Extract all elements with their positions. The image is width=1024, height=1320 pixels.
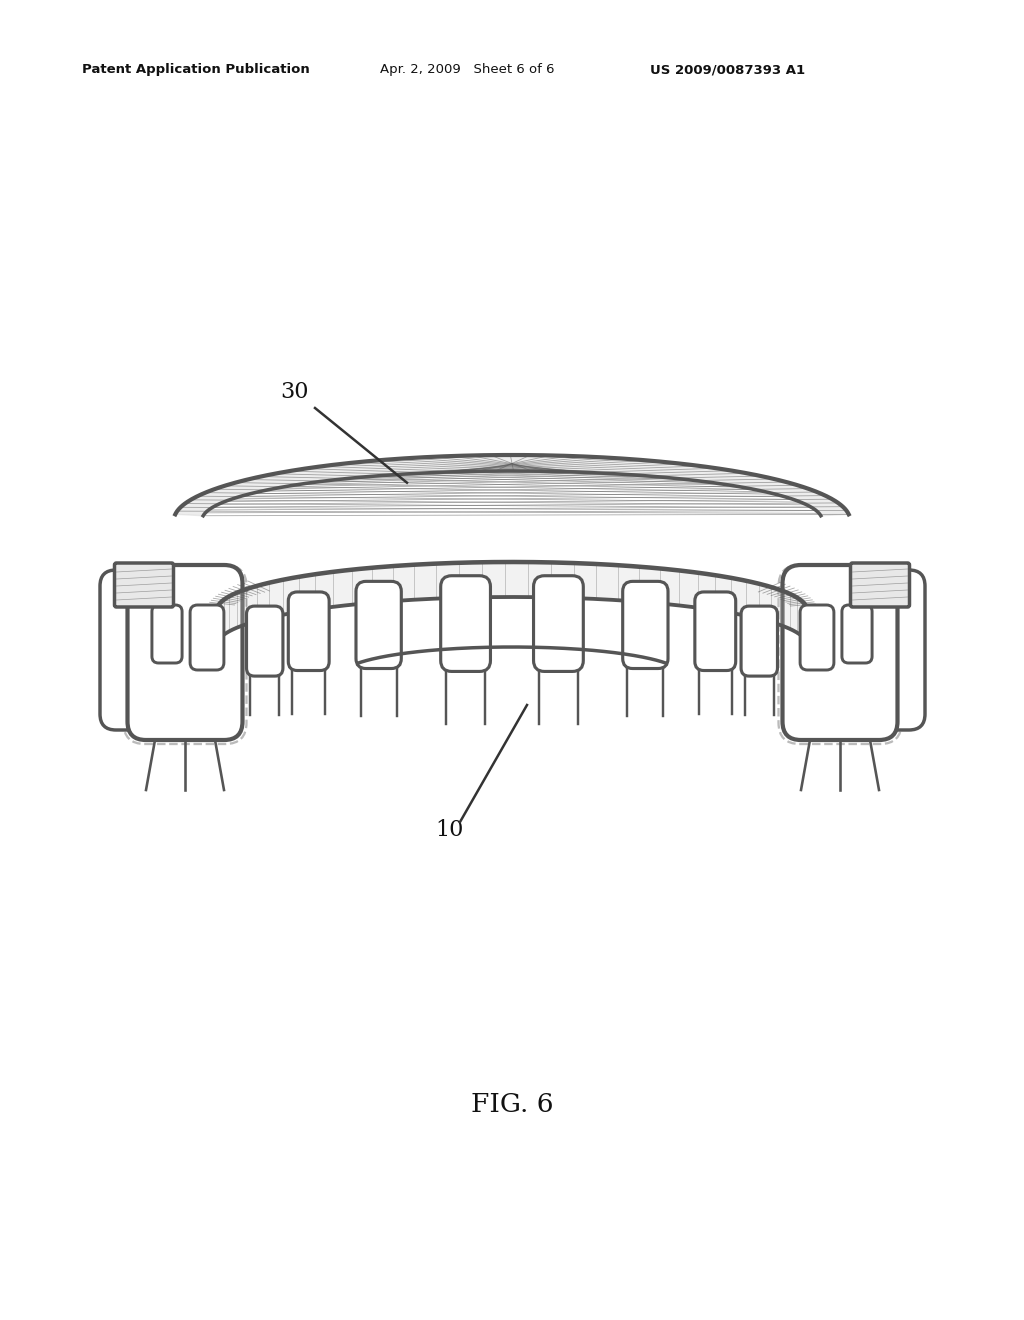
FancyBboxPatch shape (440, 576, 490, 672)
Text: 10: 10 (436, 818, 464, 841)
FancyBboxPatch shape (851, 564, 909, 607)
Text: Apr. 2, 2009   Sheet 6 of 6: Apr. 2, 2009 Sheet 6 of 6 (380, 63, 555, 77)
Text: Patent Application Publication: Patent Application Publication (82, 63, 309, 77)
Polygon shape (218, 562, 806, 640)
FancyBboxPatch shape (289, 591, 329, 671)
FancyBboxPatch shape (800, 605, 834, 671)
FancyBboxPatch shape (741, 606, 777, 676)
FancyBboxPatch shape (247, 606, 283, 676)
FancyBboxPatch shape (128, 565, 243, 741)
FancyBboxPatch shape (115, 564, 173, 607)
FancyBboxPatch shape (100, 570, 200, 730)
Text: 30: 30 (281, 381, 309, 403)
Text: FIG. 6: FIG. 6 (471, 1093, 553, 1118)
FancyBboxPatch shape (825, 570, 925, 730)
FancyBboxPatch shape (842, 605, 872, 663)
FancyBboxPatch shape (152, 605, 182, 663)
FancyBboxPatch shape (623, 581, 668, 668)
FancyBboxPatch shape (695, 591, 735, 671)
Text: US 2009/0087393 A1: US 2009/0087393 A1 (650, 63, 805, 77)
FancyBboxPatch shape (190, 605, 224, 671)
FancyBboxPatch shape (534, 576, 584, 672)
Polygon shape (175, 455, 849, 516)
FancyBboxPatch shape (782, 565, 897, 741)
FancyBboxPatch shape (356, 581, 401, 668)
